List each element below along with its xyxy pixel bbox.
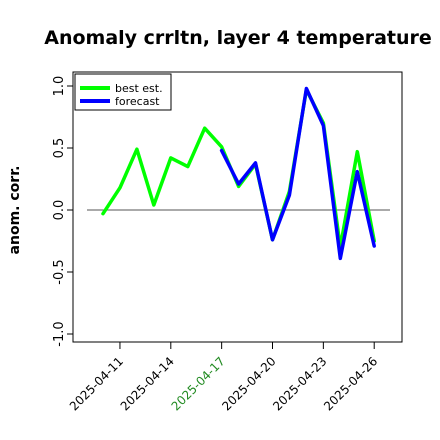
series-line-forecast <box>219 86 376 261</box>
y-tick-label: -1.0 <box>52 321 67 346</box>
legend-box <box>74 73 172 111</box>
x-tick-label: 2025-04-26 <box>321 354 380 413</box>
x-axis: 2025-04-112025-04-142025-04-172025-04-20… <box>67 342 380 413</box>
y-tick-label: 1.0 <box>52 76 67 97</box>
series-line-best-est <box>101 87 376 249</box>
y-tick-label: 0.5 <box>52 138 67 159</box>
legend-label-best-est: best est. <box>115 82 163 95</box>
y-tick-label: -0.5 <box>52 259 67 284</box>
x-tick-label: 2025-04-14 <box>118 354 177 413</box>
legend-label-forecast: forecast <box>115 95 160 108</box>
y-axis-label: anom. corr. <box>7 166 23 255</box>
series-layer <box>101 86 376 261</box>
legend: best est. forecast <box>74 73 172 111</box>
chart-title: Anomaly crrltn, layer 4 temperature <box>44 27 432 49</box>
x-tick-label: 2025-04-11 <box>67 354 126 413</box>
x-tick-label: 2025-04-23 <box>270 354 329 413</box>
x-tick-label: 2025-04-20 <box>219 354 278 413</box>
plot-area-frame <box>72 71 403 343</box>
y-tick-label: 0.0 <box>52 200 67 221</box>
y-axis: -1.0 -0.5 0.0 0.5 1.0 <box>52 76 73 347</box>
x-tick-label: 2025-04-17 <box>169 354 228 413</box>
